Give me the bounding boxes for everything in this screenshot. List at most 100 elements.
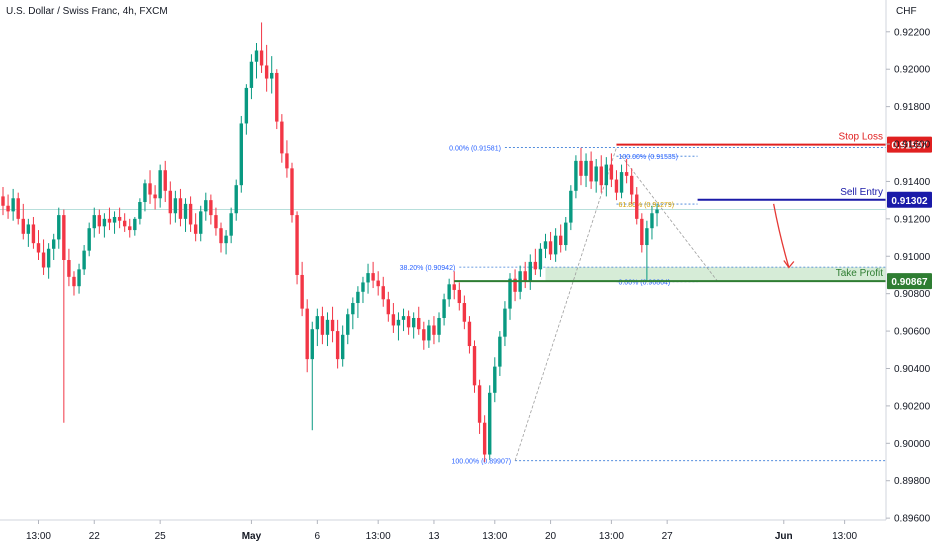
price-tick-label: 0.91800 (894, 102, 931, 113)
candle-body (503, 308, 507, 337)
candle-body (335, 331, 340, 360)
candle (635, 187, 639, 225)
candle (604, 157, 609, 197)
candle (77, 263, 81, 294)
candle (102, 213, 107, 238)
candle (295, 211, 299, 285)
candle-body (564, 222, 568, 246)
candle-body (285, 153, 289, 169)
price-tick-label: 0.90600 (894, 327, 931, 338)
currency-label[interactable]: CHF (896, 6, 917, 17)
candle (528, 254, 532, 290)
candle-body (467, 321, 472, 347)
candle-body (411, 317, 416, 328)
price-tag-label: 0.90867 (891, 277, 928, 288)
candle (584, 153, 588, 188)
candle-body (381, 286, 385, 300)
candle (26, 218, 31, 247)
candle (290, 162, 294, 223)
candle-body (655, 209, 659, 214)
candle-body (629, 175, 634, 195)
candle-body (305, 308, 309, 360)
fib-retrace-label: 100.00% (0.91535) (618, 154, 678, 161)
price-tick-label: 0.91000 (894, 252, 931, 263)
candle-body (457, 289, 461, 304)
candle (381, 276, 385, 307)
candle (57, 207, 61, 249)
candle (270, 56, 274, 94)
candle-body (401, 316, 406, 320)
candle-body (548, 241, 553, 255)
candle-body (275, 72, 279, 122)
candle-body (422, 329, 426, 341)
candle (280, 114, 284, 163)
candle-body (280, 121, 284, 154)
candle (300, 261, 304, 317)
candle-body (46, 248, 51, 268)
candle (452, 271, 456, 300)
candle (188, 196, 193, 232)
candle-body (533, 261, 538, 270)
candle-body (599, 166, 603, 186)
candle-body (234, 185, 238, 214)
candle-body (300, 274, 304, 309)
candle (168, 181, 173, 225)
candle-body (330, 319, 335, 332)
candle-body (442, 299, 446, 318)
candle-body (346, 314, 350, 335)
candle (655, 203, 659, 227)
time-tick-label: 25 (155, 531, 167, 542)
candle (447, 278, 451, 307)
candle (178, 188, 183, 227)
candle-body (574, 160, 578, 191)
fib-level-label: 0.00% (0.91581) (449, 146, 501, 153)
candle-body (391, 314, 396, 326)
candle (31, 216, 36, 249)
candle-body (87, 228, 91, 251)
candle (204, 192, 208, 221)
symbol-title: U.S. Dollar / Swiss Franc, 4h, FXCM (6, 6, 168, 17)
candle (320, 306, 325, 345)
price-tag (887, 273, 932, 290)
candle (351, 297, 355, 330)
candle (574, 155, 578, 199)
fib-retrace-label: 0.00% (0.90864) (618, 280, 670, 287)
candle (325, 312, 330, 347)
candle (340, 325, 345, 367)
candle-body (650, 213, 654, 229)
candle-body (315, 316, 320, 330)
time-tick-label: 13:00 (599, 531, 624, 542)
candle (457, 282, 461, 311)
candle-body (310, 329, 314, 360)
candle (371, 261, 375, 289)
candle (117, 207, 122, 229)
candle-body (16, 198, 20, 219)
candle (498, 331, 502, 376)
candle (21, 203, 25, 240)
candle (599, 155, 603, 193)
candle (366, 263, 370, 294)
candle (401, 308, 406, 332)
candle (589, 151, 593, 189)
candle-body (594, 166, 598, 182)
candle-body (406, 316, 411, 328)
candle-body (122, 220, 127, 227)
candle (543, 233, 548, 259)
candle (523, 261, 527, 289)
candle-body (254, 50, 259, 62)
candle (513, 269, 517, 302)
candle (442, 293, 446, 326)
candle-body (193, 224, 198, 234)
candle (72, 271, 76, 296)
candle (488, 385, 492, 461)
candle-body (67, 260, 71, 277)
candle (153, 185, 157, 210)
candle-body (92, 215, 96, 229)
candle-body (178, 198, 183, 219)
time-tick-label: 6 (315, 531, 321, 542)
candle (107, 207, 112, 231)
candle (386, 291, 391, 322)
candle-body (1, 196, 5, 206)
